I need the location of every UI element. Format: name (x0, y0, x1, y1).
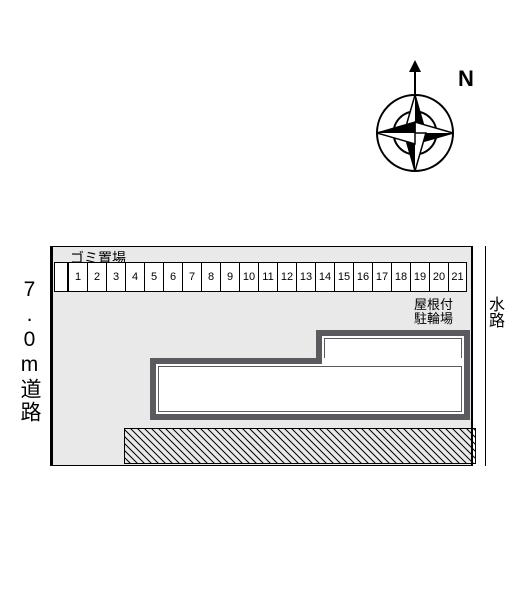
parking-slot: 9 (220, 262, 239, 292)
building-join-patch (322, 358, 464, 364)
parking-slot: 7 (182, 262, 201, 292)
compass-north-letter: N (458, 66, 474, 92)
parking-slot: 5 (144, 262, 163, 292)
parking-slot: 10 (239, 262, 258, 292)
compass (376, 60, 454, 172)
parking-slot: 15 (334, 262, 353, 292)
parking-slot: 8 (201, 262, 220, 292)
parking-row: 123456789101112131415161718192021 (68, 262, 467, 292)
parking-slot: 2 (87, 262, 106, 292)
trash-area-box (54, 262, 68, 292)
parking-slot: 21 (448, 262, 467, 292)
parking-slot: 19 (410, 262, 429, 292)
parking-slot: 3 (106, 262, 125, 292)
parking-slot: 12 (277, 262, 296, 292)
bike-label-line1: 屋根付 (414, 297, 453, 312)
bike-label-line2: 駐輪場 (414, 311, 453, 326)
site-plan-canvas: N 7.0m道路 水路 ゴミ置場 12345678910111213141516… (0, 0, 508, 600)
road-label-left: 7.0m道路 (14, 278, 44, 424)
parking-slot: 14 (315, 262, 334, 292)
parking-slot: 1 (68, 262, 87, 292)
parking-slot: 16 (353, 262, 372, 292)
covered-bike-parking-label: 屋根付 駐輪場 (414, 298, 453, 327)
parking-slot: 18 (391, 262, 410, 292)
bottom-hatched-frame (124, 428, 476, 464)
parking-slot: 13 (296, 262, 315, 292)
building-main-inner (158, 366, 462, 412)
parking-slot: 4 (125, 262, 144, 292)
waterway-label: 水路 (482, 296, 506, 328)
parking-slot: 6 (163, 262, 182, 292)
parking-slot: 17 (372, 262, 391, 292)
parking-slot: 11 (258, 262, 277, 292)
parking-slot: 20 (429, 262, 448, 292)
